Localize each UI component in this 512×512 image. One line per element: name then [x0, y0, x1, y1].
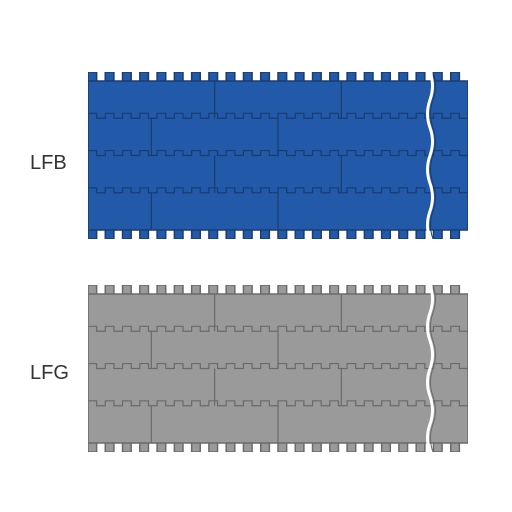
belt-lfb: [88, 72, 468, 239]
label-lfb: LFB: [30, 152, 67, 175]
belt-lfg: [88, 285, 468, 452]
label-lfg: LFG: [30, 362, 69, 385]
